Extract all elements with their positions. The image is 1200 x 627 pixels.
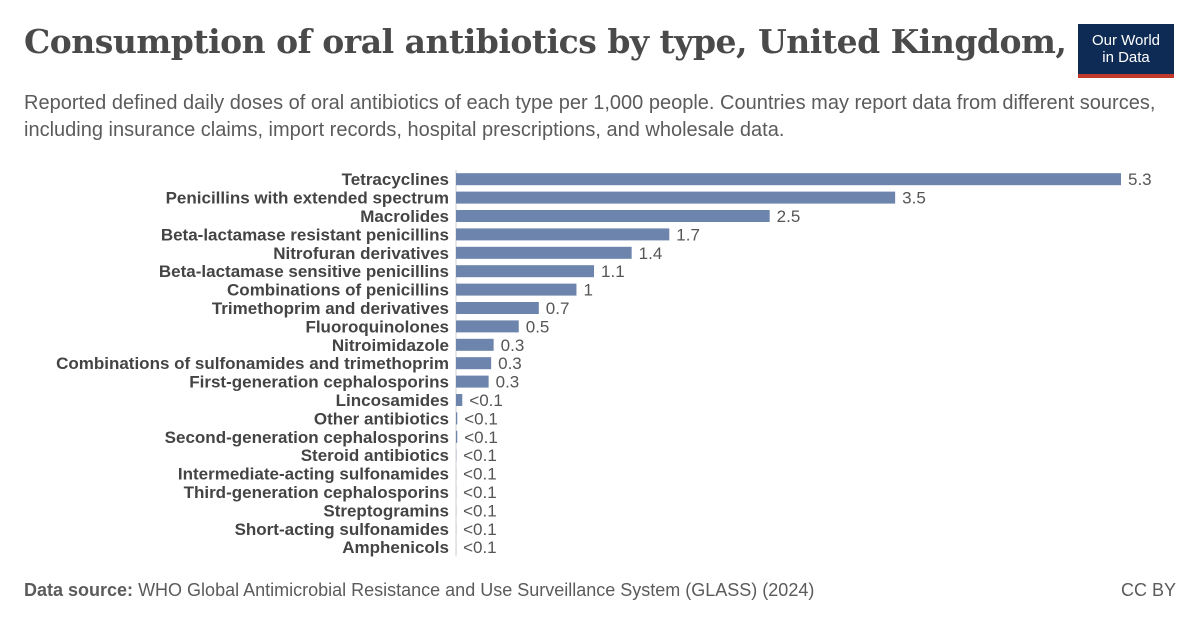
bar[interactable] <box>456 283 577 296</box>
value-label: 3.5 <box>902 189 926 208</box>
value-label: <0.1 <box>463 465 497 484</box>
license-link[interactable]: CC BY <box>1120 580 1176 600</box>
category-label: Tetracyclines <box>342 170 449 189</box>
bar[interactable] <box>456 173 1121 186</box>
category-label: Lincosamides <box>336 391 449 410</box>
bar[interactable] <box>456 430 458 443</box>
value-label: <0.1 <box>463 446 497 465</box>
category-label: Trimethoprim and derivatives <box>212 299 449 318</box>
logo-line-2: in Data <box>1102 49 1150 66</box>
category-label: Beta-lactamase resistant penicillins <box>161 225 449 244</box>
value-label: 0.3 <box>498 354 522 373</box>
category-label: Beta-lactamase sensitive penicillins <box>159 262 449 281</box>
category-label: Nitroimidazole <box>332 336 449 355</box>
bar[interactable] <box>456 246 632 259</box>
value-label: <0.1 <box>463 501 497 520</box>
category-label: Penicillins with extended spectrum <box>166 189 449 208</box>
chart-subtitle: Reported defined daily doses of oral ant… <box>24 92 1156 141</box>
bar[interactable] <box>456 210 770 222</box>
bar[interactable] <box>456 338 494 351</box>
bar[interactable] <box>456 320 519 333</box>
value-label: 0.3 <box>501 336 525 355</box>
value-label: 0.3 <box>496 373 520 392</box>
source-text[interactable]: WHO Global Antimicrobial Resistance and … <box>138 580 815 600</box>
bar[interactable] <box>456 394 463 406</box>
bars-group: Tetracyclines 5.3 Penicillins with extende… <box>56 170 1152 557</box>
value-label: 1.7 <box>676 225 700 244</box>
value-label: <0.1 <box>463 483 497 502</box>
bar[interactable] <box>456 228 670 241</box>
category-label: Intermediate-acting sulfonamides <box>178 465 449 484</box>
value-label: <0.1 <box>469 391 503 410</box>
value-label: 5.3 <box>1128 170 1152 189</box>
value-label: <0.1 <box>464 428 498 447</box>
category-label: Macrolides <box>360 207 449 226</box>
category-label: First-generation cephalosporins <box>189 373 449 392</box>
bar[interactable] <box>456 302 539 314</box>
category-label: Amphenicols <box>342 538 449 557</box>
category-label: Combinations of penicillins <box>227 281 449 300</box>
category-label: Combinations of sulfonamides and trimeth… <box>56 354 449 373</box>
footer: Data source: WHO Global Antimicrobial Re… <box>24 580 1176 601</box>
bar[interactable] <box>456 357 492 370</box>
owid-logo[interactable]: Our World in Data <box>1078 24 1174 78</box>
value-label: 0.5 <box>526 317 550 336</box>
bar[interactable] <box>456 191 896 204</box>
value-label: <0.1 <box>463 538 497 557</box>
value-label: <0.1 <box>463 520 497 539</box>
category-label: Other antibiotics <box>314 409 449 428</box>
chart-title: Consumption of oral antibiotics by type,… <box>24 22 1168 61</box>
category-label: Third-generation cephalosporins <box>184 483 449 502</box>
value-label: 0.7 <box>546 299 570 318</box>
category-label: Nitrofuran derivatives <box>273 244 449 263</box>
logo-line-1: Our World <box>1091 32 1161 49</box>
category-label: Streptogramins <box>323 501 449 520</box>
bar[interactable] <box>456 265 595 278</box>
category-label: Steroid antibiotics <box>301 446 449 465</box>
source-label: Data source: <box>24 580 134 600</box>
value-label: 1 <box>583 281 592 300</box>
category-label: Short-acting sulfonamides <box>235 520 449 539</box>
value-label: 1.1 <box>601 262 625 281</box>
value-label: <0.1 <box>464 409 498 428</box>
bar[interactable] <box>456 412 458 425</box>
bar-chart: Tetracyclines 5.3 Penicillins with extende… <box>56 170 1152 557</box>
bar[interactable] <box>456 375 489 388</box>
value-label: 2.5 <box>777 207 801 226</box>
value-label: 1.4 <box>639 244 663 263</box>
category-label: Second-generation cephalosporins <box>165 428 449 447</box>
category-label: Fluoroquinolones <box>305 317 449 336</box>
